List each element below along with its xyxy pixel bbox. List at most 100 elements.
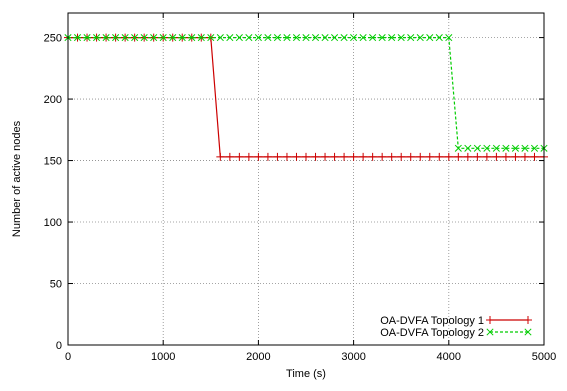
x-tick-label: 3000 xyxy=(341,351,365,363)
data-point-topology-2 xyxy=(150,34,158,42)
y-tick-label: 200 xyxy=(44,94,62,106)
legend-marker xyxy=(524,328,532,336)
series-line-topology-1 xyxy=(68,37,544,158)
data-point-topology-2 xyxy=(521,144,529,152)
data-point-topology-2 xyxy=(454,144,462,152)
y-tick-label: 100 xyxy=(44,217,62,229)
legend-marker xyxy=(524,316,532,324)
legend-item-topology-2: OA-DVFA Topology 2 xyxy=(380,327,532,339)
data-point-topology-2 xyxy=(302,34,310,42)
data-point-topology-1 xyxy=(349,152,358,161)
series-line-topology-2 xyxy=(68,37,544,149)
data-point-topology-1 xyxy=(454,152,463,161)
data-point-topology-2 xyxy=(464,144,472,152)
data-point-topology-2 xyxy=(416,34,424,42)
x-tick-label: 4000 xyxy=(437,351,461,363)
legend: OA-DVFA Topology 1OA-DVFA Topology 2 xyxy=(380,315,532,339)
x-tick-label: 2000 xyxy=(246,351,270,363)
data-point-topology-2 xyxy=(83,34,91,42)
x-axis-label: Time (s) xyxy=(286,368,326,380)
legend-item-topology-1: OA-DVFA Topology 1 xyxy=(380,315,532,327)
data-point-topology-1 xyxy=(330,152,339,161)
data-point-topology-1 xyxy=(359,152,368,161)
data-point-topology-1 xyxy=(530,152,539,161)
data-point-topology-1 xyxy=(311,152,320,161)
data-point-topology-1 xyxy=(282,152,291,161)
data-point-topology-2 xyxy=(483,144,491,152)
data-point-topology-2 xyxy=(254,34,262,42)
data-point-topology-2 xyxy=(426,34,434,42)
data-point-topology-2 xyxy=(283,34,291,42)
data-point-topology-1 xyxy=(216,152,225,161)
data-point-topology-2 xyxy=(397,34,405,42)
data-point-topology-2 xyxy=(188,34,196,42)
series-topology-1 xyxy=(64,33,548,161)
data-point-topology-1 xyxy=(435,152,444,161)
data-point-topology-1 xyxy=(397,152,406,161)
data-point-topology-2 xyxy=(245,34,253,42)
data-point-topology-1 xyxy=(520,152,529,161)
legend-label: OA-DVFA Topology 1 xyxy=(380,315,484,327)
data-point-topology-2 xyxy=(226,34,234,42)
data-point-topology-2 xyxy=(159,34,167,42)
data-point-topology-2 xyxy=(73,34,82,42)
data-point-topology-2 xyxy=(121,34,129,42)
data-point-topology-1 xyxy=(302,152,310,161)
data-point-topology-1 xyxy=(321,152,330,161)
data-point-topology-1 xyxy=(244,152,253,161)
data-point-topology-2 xyxy=(492,144,500,152)
y-tick-label: 150 xyxy=(44,156,62,168)
y-axis-label: Number of active nodes xyxy=(11,120,23,237)
data-point-topology-1 xyxy=(387,152,396,161)
data-point-topology-2 xyxy=(321,34,329,42)
data-point-topology-1 xyxy=(378,152,387,161)
data-point-topology-1 xyxy=(254,152,263,161)
data-point-topology-2 xyxy=(273,34,281,42)
data-point-topology-2 xyxy=(235,34,243,42)
data-point-topology-1 xyxy=(425,152,434,161)
data-point-topology-1 xyxy=(368,152,377,161)
axis-ticks: 0 1000 2000 3000 4000 5000 0 50 100 150 200 250 xyxy=(44,13,556,363)
data-point-topology-1 xyxy=(273,152,282,161)
data-point-topology-2 xyxy=(311,34,320,42)
data-point-topology-1 xyxy=(416,152,425,161)
x-tick-label: 5000 xyxy=(532,351,556,363)
data-point-topology-2 xyxy=(178,34,186,42)
data-point-topology-1 xyxy=(292,152,301,161)
data-point-topology-2 xyxy=(140,34,148,42)
data-point-topology-2 xyxy=(292,34,301,42)
data-point-topology-1 xyxy=(511,152,520,161)
data-point-topology-1 xyxy=(482,152,491,161)
data-point-topology-2 xyxy=(169,34,177,42)
x-tick-label: 1000 xyxy=(151,351,175,363)
data-point-topology-2 xyxy=(435,34,443,42)
data-point-topology-1 xyxy=(473,152,482,161)
data-point-topology-2 xyxy=(340,34,348,42)
data-point-topology-2 xyxy=(359,34,367,42)
data-point-topology-1 xyxy=(463,152,472,161)
data-point-topology-2 xyxy=(369,34,377,42)
data-point-topology-1 xyxy=(235,152,244,161)
data-point-topology-1 xyxy=(263,152,272,161)
data-point-topology-2 xyxy=(388,34,396,42)
data-point-topology-2 xyxy=(207,34,215,42)
plot-frame xyxy=(67,12,545,346)
y-tick-label: 0 xyxy=(56,340,62,352)
x-tick-label: 0 xyxy=(65,351,71,363)
grid-lines xyxy=(68,13,544,345)
data-point-topology-1 xyxy=(492,152,501,161)
data-point-topology-2 xyxy=(93,34,101,42)
series-topology-2 xyxy=(64,34,548,152)
data-point-topology-1 xyxy=(444,152,453,161)
data-point-topology-2 xyxy=(407,34,415,42)
data-point-topology-2 xyxy=(331,34,339,42)
data-point-topology-2 xyxy=(511,144,519,152)
data-point-topology-2 xyxy=(112,34,120,42)
data-point-topology-2 xyxy=(473,144,481,152)
data-point-topology-2 xyxy=(264,34,272,42)
data-point-topology-2 xyxy=(102,34,110,42)
y-tick-label: 250 xyxy=(44,33,62,45)
series-group xyxy=(64,33,548,161)
legend-marker xyxy=(486,328,494,336)
